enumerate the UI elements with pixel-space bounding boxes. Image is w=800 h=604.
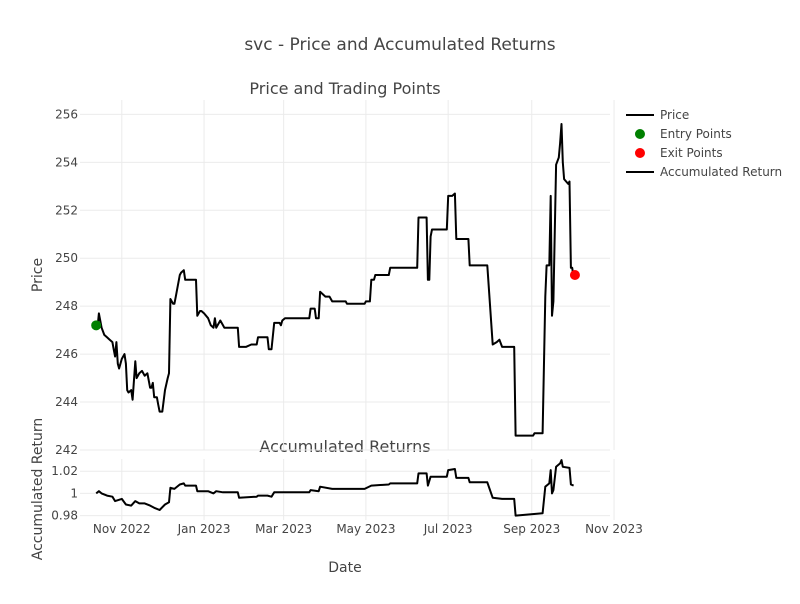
y-tick-label: 244 bbox=[55, 395, 78, 409]
x-tick-label: Sep 2023 bbox=[503, 522, 560, 536]
legend-label: Exit Points bbox=[660, 146, 723, 160]
price-y-axis-title: Price bbox=[30, 258, 46, 292]
y-tick-label: 1 bbox=[70, 486, 78, 500]
y-tick-label: 252 bbox=[55, 203, 78, 217]
returns-plot-area: 0.98 1 1.02 Nov 2022 Jan 2023 Mar 2023 May 202… bbox=[51, 459, 643, 536]
x-tick-label: May 2023 bbox=[336, 522, 395, 536]
y-tick-label: 250 bbox=[55, 251, 78, 265]
legend-label: Entry Points bbox=[660, 127, 732, 141]
accumulated-return-line bbox=[95, 459, 574, 517]
x-tick-label: Jan 2023 bbox=[177, 522, 231, 536]
figure-title: svc - Price and Accumulated Returns bbox=[244, 35, 555, 55]
legend-item-exit-points[interactable]: Exit Points bbox=[635, 146, 723, 160]
x-tick-label: Nov 2023 bbox=[585, 522, 643, 536]
y-tick-label: 254 bbox=[55, 155, 78, 169]
legend-marker-swatch bbox=[635, 148, 645, 158]
y-tick-label: 246 bbox=[55, 347, 78, 361]
returns-y-axis-title: Accumulated Return bbox=[30, 418, 46, 560]
legend-label: Accumulated Return bbox=[660, 165, 782, 179]
x-tick-label: Mar 2023 bbox=[255, 522, 312, 536]
x-tick-label: Jul 2023 bbox=[423, 522, 473, 536]
y-tick-label: 1.02 bbox=[51, 464, 78, 478]
exit-point-marker[interactable] bbox=[569, 270, 580, 280]
legend-marker-swatch bbox=[635, 129, 645, 139]
x-tick-label: Nov 2022 bbox=[93, 522, 151, 536]
y-tick-label: 256 bbox=[55, 107, 78, 121]
price-series-line bbox=[95, 123, 575, 437]
legend: Price Entry Points Exit Points Accumulat… bbox=[626, 108, 782, 179]
y-tick-label: 242 bbox=[55, 443, 78, 457]
x-axis-title: Date bbox=[328, 560, 361, 576]
legend-item-entry-points[interactable]: Entry Points bbox=[635, 127, 732, 141]
y-tick-label: 0.98 bbox=[51, 509, 78, 523]
price-plot-area: 242 244 246 248 250 252 254 256 bbox=[55, 100, 615, 457]
legend-item-price[interactable]: Price bbox=[626, 108, 689, 122]
legend-label: Price bbox=[660, 108, 689, 122]
legend-item-accumulated-return[interactable]: Accumulated Return bbox=[626, 165, 782, 179]
y-tick-label: 248 bbox=[55, 299, 78, 313]
entry-point-marker[interactable] bbox=[91, 320, 102, 331]
returns-subplot-title: Accumulated Returns bbox=[259, 437, 430, 456]
price-subplot-title: Price and Trading Points bbox=[249, 79, 440, 98]
